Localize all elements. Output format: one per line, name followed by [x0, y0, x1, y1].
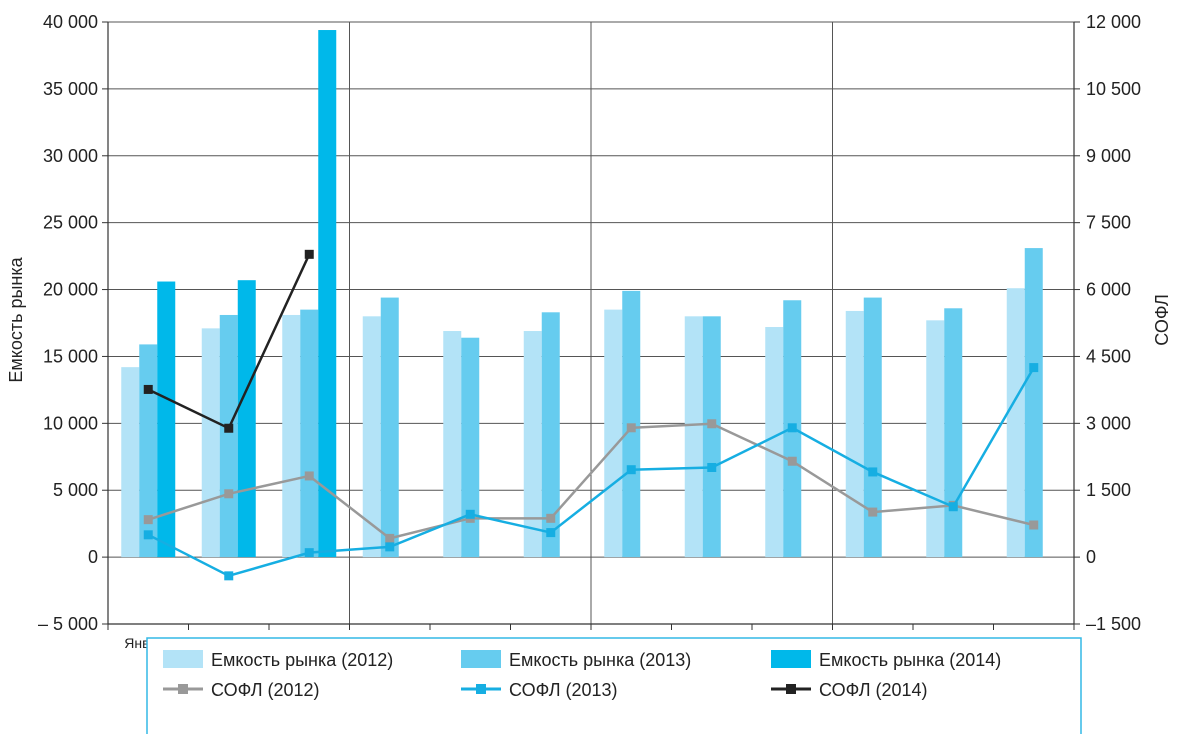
line-point	[143, 515, 153, 525]
bar	[926, 320, 945, 558]
series-line	[147, 366, 1035, 578]
y2-tick-label: 3 000	[1086, 413, 1131, 433]
y2-tick-label: 7 500	[1086, 213, 1131, 233]
bar	[523, 331, 542, 558]
bar	[219, 314, 238, 558]
y-axis-title: Емкость рынка	[6, 256, 26, 382]
line-point	[143, 530, 153, 540]
legend-swatch-bar-2012	[163, 650, 203, 668]
line-point	[626, 423, 636, 433]
legend-swatch-bar-2014	[771, 650, 811, 668]
bar	[362, 316, 381, 558]
y-tick-label: 25 000	[43, 213, 98, 233]
y-tick-label: 15 000	[43, 346, 98, 366]
y-tick-label: – 5 000	[38, 614, 98, 634]
line-point	[143, 384, 153, 394]
line-point	[868, 507, 878, 517]
bar	[702, 316, 721, 558]
y2-tick-label: 4 500	[1086, 346, 1131, 366]
line-point	[385, 533, 395, 543]
line-point	[304, 471, 314, 481]
left-axis-ticks: 40 000 35 000 30 000 25 000 20 000 15 000 10 0…	[38, 12, 98, 634]
line-point	[224, 423, 234, 433]
line-point	[546, 513, 556, 523]
bar	[318, 30, 337, 558]
bar	[282, 314, 301, 558]
legend-swatch-bar-2013	[461, 650, 501, 668]
line-point	[465, 509, 475, 519]
y2-tick-label: 12 000	[1086, 12, 1141, 32]
bar	[461, 337, 480, 558]
y-tick-label: 35 000	[43, 79, 98, 99]
bars	[121, 30, 1043, 558]
line-point	[304, 249, 314, 259]
legend-label-line-2013: СОФЛ (2013)	[509, 680, 618, 700]
y2-tick-label: 6 000	[1086, 280, 1131, 300]
bar	[765, 327, 784, 558]
line-point	[787, 423, 797, 433]
lines	[143, 249, 1039, 581]
bar	[863, 297, 882, 558]
line-point	[224, 571, 234, 581]
y2-tick-label: 1 500	[1086, 480, 1131, 500]
legend-marker-line-2013	[476, 684, 486, 694]
y2-axis-title: СОФЛ	[1152, 294, 1172, 346]
y2-tick-label: –1 500	[1086, 614, 1141, 634]
axes	[102, 21, 1080, 630]
y2-tick-label: 9 000	[1086, 146, 1131, 166]
y-tick-label: 30 000	[43, 146, 98, 166]
bar	[1006, 288, 1025, 558]
bar	[541, 312, 560, 558]
top-strip	[0, 0, 1177, 14]
y-tick-label: 0	[88, 547, 98, 567]
y-tick-label: 40 000	[43, 12, 98, 32]
line-point	[1029, 520, 1039, 530]
bar	[1024, 248, 1043, 558]
bar	[604, 309, 623, 558]
legend-label-bar-2013: Емкость рынка (2013)	[509, 650, 691, 670]
bar	[684, 316, 703, 558]
right-axis-ticks: 12 000 10 500 9 000 7 500 6 000 4 500 3 000 1 5…	[1086, 12, 1141, 634]
line-point	[304, 548, 314, 558]
legend-marker-line-2014	[786, 684, 796, 694]
bar	[944, 308, 963, 558]
y-tick-label: 5 000	[53, 480, 98, 500]
bar	[201, 328, 220, 558]
legend-label-line-2014: СОФЛ (2014)	[819, 680, 928, 700]
line-point	[868, 467, 878, 477]
line-point	[546, 528, 556, 538]
legend-box	[146, 637, 1082, 734]
bar	[380, 297, 399, 558]
series-line	[147, 422, 1035, 540]
legend: Емкость рынка (2012) Емкость рынка (2013…	[146, 637, 1082, 734]
legend-label-bar-2014: Емкость рынка (2014)	[819, 650, 1001, 670]
y-tick-label: 20 000	[43, 280, 98, 300]
bar	[443, 331, 462, 558]
line-point	[787, 456, 797, 466]
line-point	[707, 462, 717, 472]
legend-marker-line-2012	[178, 684, 188, 694]
legend-label-line-2012: СОФЛ (2012)	[211, 680, 320, 700]
line-point	[224, 489, 234, 499]
legend-label-bar-2012: Емкость рынка (2012)	[211, 650, 393, 670]
bar	[157, 281, 176, 558]
line-point	[948, 502, 958, 512]
y-tick-label: 10 000	[43, 413, 98, 433]
line-point	[626, 465, 636, 475]
line-point	[385, 542, 395, 552]
bar	[237, 280, 256, 558]
bar	[121, 367, 140, 558]
bar	[845, 310, 864, 558]
y2-tick-label: 0	[1086, 547, 1096, 567]
y2-tick-label: 10 500	[1086, 79, 1141, 99]
bar	[139, 344, 158, 558]
bar	[300, 309, 319, 558]
line-point	[1029, 363, 1039, 373]
line-point	[707, 419, 717, 429]
